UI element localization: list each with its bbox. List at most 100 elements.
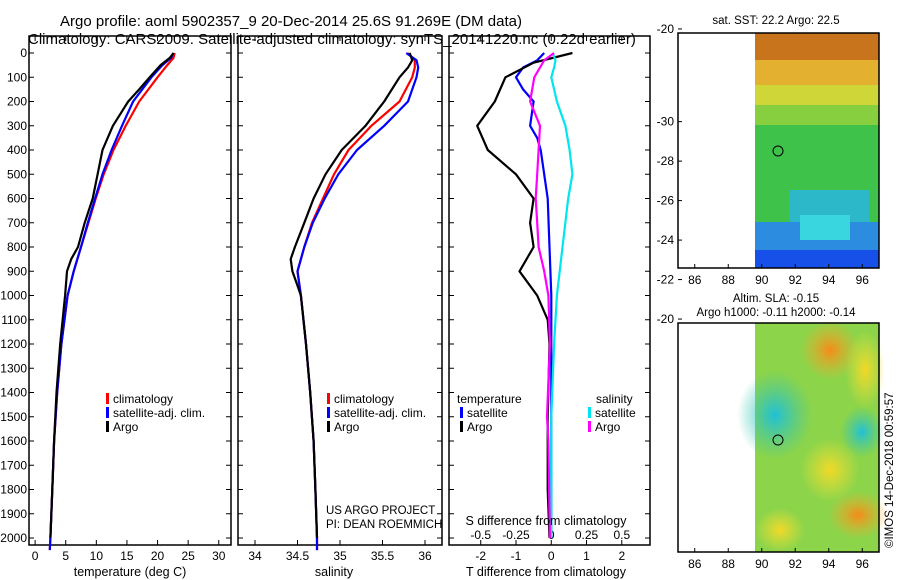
legend-swatch-satellite <box>106 407 109 418</box>
depth-tick-label: 1400 <box>0 386 27 400</box>
x-tick-label: 30 <box>212 549 226 563</box>
legend-t-satellite: satellite <box>467 406 508 420</box>
depth-tick-label: 1200 <box>0 337 27 351</box>
legend-swatch-climatology <box>106 393 109 404</box>
temperature-xlabel: temperature (deg C) <box>74 565 187 579</box>
x-tick-label: -2 <box>475 549 486 563</box>
lon-tick-label: 96 <box>856 273 870 287</box>
salinity-panel: 34 34.5 35 35.5 36 <box>238 36 442 563</box>
x-tick-label: 2 <box>618 549 625 563</box>
credit-pi: PI: DEAN ROEMMICH <box>326 519 442 531</box>
sla-low-west <box>737 370 813 460</box>
depth-tick-label: 900 <box>7 264 27 278</box>
lat-tick-label: -22 <box>657 273 675 287</box>
legend-satellite: satellite-adj. clim. <box>334 406 426 420</box>
lat-tick-label: -30 <box>657 115 675 129</box>
depth-tick-label: 0 <box>20 46 27 60</box>
sla-high-south <box>800 438 860 502</box>
x-tick-label: 20 <box>151 549 165 563</box>
salinity-xlabel: salinity <box>315 565 354 579</box>
series-line-t-argo <box>476 51 573 539</box>
x-tick-label: 34.5 <box>286 549 310 563</box>
sst-lime-band <box>755 105 879 125</box>
sla-high-north <box>800 320 860 380</box>
temperature-legend: climatology satellite-adj. clim. Argo <box>106 392 205 434</box>
depth-tick-label: 200 <box>7 95 27 109</box>
lon-tick-label: 88 <box>722 273 736 287</box>
legend-swatch-s-argo <box>588 421 591 432</box>
difference-xlabel: T difference from climatology <box>466 565 627 579</box>
sla-map-frame <box>677 322 880 553</box>
sst-float-marker <box>772 145 784 157</box>
x-tick-label: 0 <box>548 549 555 563</box>
salinity-legend: climatology satellite-adj. clim. Argo <box>327 392 426 434</box>
lon-tick-label: 96 <box>856 557 870 571</box>
depth-tick-label: 2000 <box>0 531 27 545</box>
legend-s-satellite: satellite <box>595 406 636 420</box>
depth-tick-label: 1800 <box>0 483 27 497</box>
lat-tick-label: -28 <box>657 154 675 168</box>
sla-high-east <box>845 330 885 410</box>
lon-tick-label: 92 <box>789 273 803 287</box>
series-line-s-argo <box>528 52 555 539</box>
lat-tick-label: -24 <box>657 233 675 247</box>
x-tick-label: 34 <box>248 549 262 563</box>
legend-s-argo: Argo <box>595 420 621 434</box>
depth-axis: 0 100 200 300 400 500 600 700 800 900 1000 1100 1200… <box>0 46 27 545</box>
legend-swatch-satellite <box>327 407 330 418</box>
lon-tick-label: 94 <box>822 273 836 287</box>
legend-swatch-climatology <box>327 393 330 404</box>
legend-argo: Argo <box>334 420 360 434</box>
lon-tick-label: 90 <box>755 557 769 571</box>
legend-swatch-s-satellite <box>588 407 591 418</box>
depth-tick-label: 1700 <box>0 458 27 472</box>
sla-high-southeast <box>828 491 888 539</box>
depth-tick-label: 1000 <box>0 289 27 303</box>
legend-satellite: satellite-adj. clim. <box>113 406 205 420</box>
legend-swatch-argo <box>106 421 109 432</box>
legend-t-argo: Argo <box>467 420 493 434</box>
x-tick-label: 1 <box>583 549 590 563</box>
lon-tick-label: 92 <box>789 557 803 571</box>
x-tick-label: 35.5 <box>371 549 395 563</box>
legend-argo: Argo <box>113 420 139 434</box>
x-tick-label: 10 <box>90 549 104 563</box>
lon-tick-label: 88 <box>722 557 736 571</box>
depth-tick-label: 500 <box>7 167 27 181</box>
x-tick-label: 0 <box>32 549 39 563</box>
sla-float-marker <box>772 434 784 446</box>
sla-high-southwest <box>755 508 805 552</box>
s-tick-label: 0.5 <box>613 528 630 542</box>
x-tick-label: 15 <box>120 549 134 563</box>
lat-tick-label: -26 <box>657 194 675 208</box>
salinity-panel-frame <box>237 35 443 546</box>
depth-tick-label: 1900 <box>0 507 27 521</box>
series-line-t-satellite <box>514 52 553 538</box>
lon-tick-label: 86 <box>688 273 702 287</box>
depth-tick-label: 1100 <box>1 313 27 327</box>
series-line-argo <box>49 52 175 539</box>
lon-tick-label: 94 <box>822 557 836 571</box>
sla-map-title-line2: Argo h1000: -0.11 h2000: -0.14 <box>697 307 857 319</box>
series-line-s-satellite <box>550 52 574 538</box>
lat-tick-label: -20 <box>657 22 675 36</box>
series-line-argo <box>289 52 414 539</box>
legend-swatch-argo <box>327 421 330 432</box>
legend-temperature-title: temperature <box>457 392 522 406</box>
difference-panel: -2 -1 0 1 2-0.5 -0.25 0 0.25 0.5 <box>449 36 650 563</box>
s-tick-label: -0.25 <box>502 528 530 542</box>
depth-tick-label: 100 <box>7 70 27 84</box>
sst-map-title: sat. SST: 22.2 Argo: 22.5 <box>712 15 839 27</box>
temperature-panel: 0 5 10 15 20 25 30 <box>29 36 231 563</box>
figure-title-line1: Argo profile: aoml 5902357_9 20-Dec-2014… <box>60 13 522 30</box>
x-tick-label: 35 <box>333 549 347 563</box>
credit-project: US ARGO PROJECT <box>326 505 435 517</box>
timestamp: ©IMOS 14-Dec-2018 00:59:57 <box>884 392 896 548</box>
sla-map-title-line1: Altim. SLA: -0.15 <box>733 293 819 305</box>
lon-tick-label: 86 <box>688 557 702 571</box>
legend-swatch-t-satellite <box>460 407 463 418</box>
depth-tick-label: 700 <box>7 216 27 230</box>
x-tick-label: 25 <box>181 549 195 563</box>
sst-map-frame <box>677 32 880 269</box>
